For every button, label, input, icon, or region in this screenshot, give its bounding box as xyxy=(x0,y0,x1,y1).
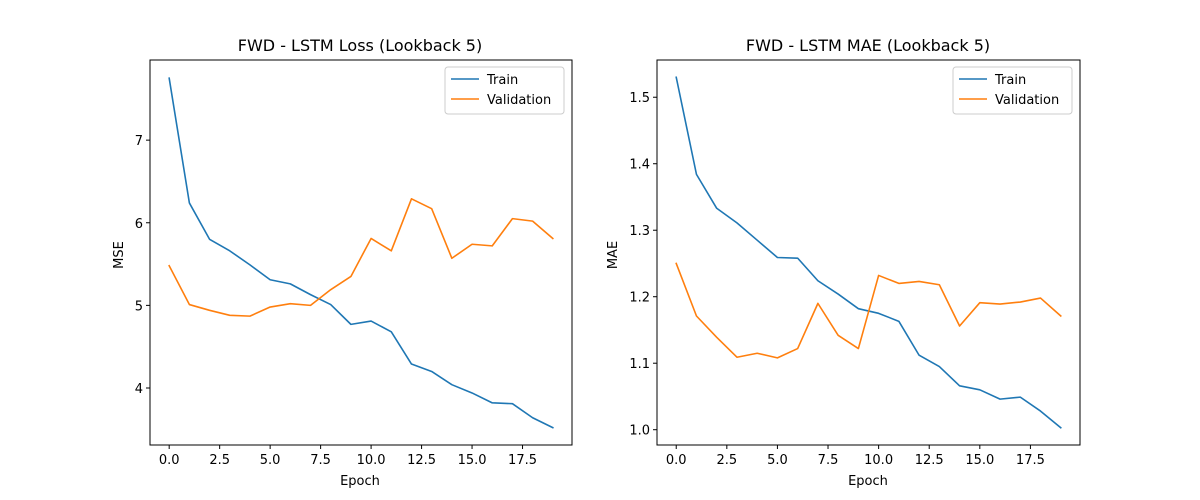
mae-axes-frame xyxy=(656,59,1081,446)
loss-x-tick-label: 2.5 xyxy=(209,453,230,468)
loss-x-tick-label: 0.0 xyxy=(159,453,180,468)
mae-chart-xlabel: Epoch xyxy=(848,474,888,489)
loss-x-tick-label: 15.0 xyxy=(458,453,487,468)
loss-x-tick-label: 10.0 xyxy=(357,453,386,468)
loss-y-tick-label: 6 xyxy=(135,217,143,232)
loss-chart-ylabel: MSE xyxy=(112,241,127,269)
loss-series-line-validation xyxy=(168,198,554,317)
mae-y-tick-label: 1.4 xyxy=(629,158,650,173)
mae-y-tick-label: 1.1 xyxy=(629,357,650,372)
loss-x-tick-label: 12.5 xyxy=(407,453,436,468)
loss-axes-frame xyxy=(149,59,573,446)
loss-y-tick-label: 7 xyxy=(135,134,143,149)
mae-x-tick-label: 0.0 xyxy=(666,453,687,468)
mae-y-tick-label: 1.2 xyxy=(629,291,650,306)
mae-y-tick-label: 1.3 xyxy=(629,224,650,239)
mae-chart: FWD - LSTM MAE (Lookback 5) Epoch MAE 0.… xyxy=(606,36,1081,489)
mae-x-tick-label: 5.0 xyxy=(767,453,788,468)
loss-chart-title: FWD - LSTM Loss (Lookback 5) xyxy=(238,36,482,55)
loss-legend-label-validation: Validation xyxy=(487,93,551,108)
mae-x-tick-label: 15.0 xyxy=(965,453,994,468)
loss-x-tick-label: 7.5 xyxy=(310,453,331,468)
loss-chart: FWD - LSTM Loss (Lookback 5) Epoch MSE 0… xyxy=(112,36,573,489)
mae-chart-ylabel: MAE xyxy=(606,241,621,269)
loss-series-line-train xyxy=(168,77,554,429)
loss-legend-label-train: Train xyxy=(486,73,518,88)
mae-series-line-validation xyxy=(675,262,1062,359)
mae-x-tick-label: 12.5 xyxy=(915,453,944,468)
mae-legend-label-train: Train xyxy=(994,73,1026,88)
mae-y-tick-label: 1.0 xyxy=(629,424,650,439)
mae-legend: Train Validation xyxy=(952,66,1073,115)
mae-chart-title: FWD - LSTM MAE (Lookback 5) xyxy=(746,36,990,55)
mae-legend-label-validation: Validation xyxy=(995,93,1059,108)
loss-legend: Train Validation xyxy=(444,66,565,115)
mae-x-tick-label: 7.5 xyxy=(818,453,839,468)
mae-x-tick-label: 17.5 xyxy=(1016,453,1045,468)
mae-y-tick-label: 1.5 xyxy=(629,91,650,106)
mae-x-tick-label: 2.5 xyxy=(716,453,737,468)
loss-y-tick-label: 4 xyxy=(135,382,143,397)
loss-y-tick-label: 5 xyxy=(135,299,143,314)
loss-x-tick-label: 5.0 xyxy=(260,453,281,468)
loss-chart-xlabel: Epoch xyxy=(340,474,380,489)
loss-x-tick-label: 17.5 xyxy=(508,453,537,468)
mae-x-tick-label: 10.0 xyxy=(864,453,893,468)
